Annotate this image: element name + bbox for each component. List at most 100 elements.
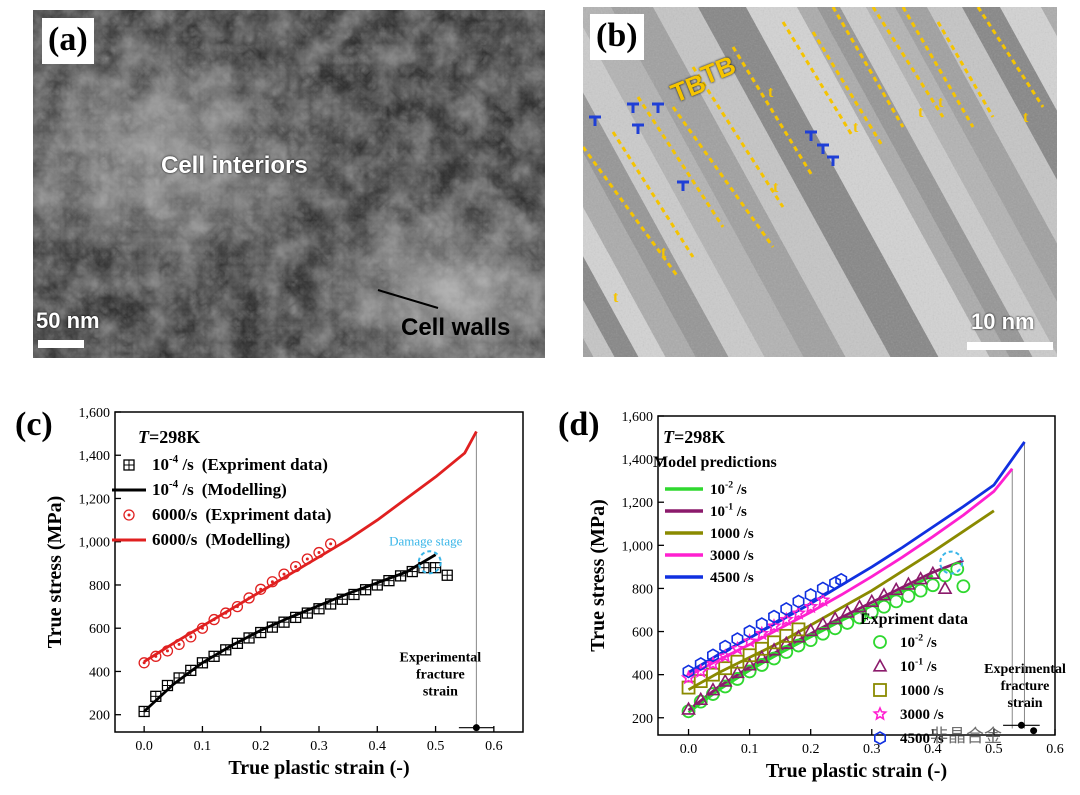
chart-d-xlabel: True plastic strain (-) [766,760,947,782]
chart-d: 0.0 0.1 0.2 0.3 0.4 0.5 0.6 200 400 600 800 1,000 1,… [558,406,1066,782]
scale-label-a: 50 nm [36,308,100,333]
chart-d-data-point [754,649,770,664]
chart-d-model-legend-label: 3000 /s [710,548,754,564]
chart-c-fracture-label: strain [423,685,458,700]
chart-d-exp-legend-label: 10-2 /s [900,632,937,651]
chart-d-data-point [741,633,758,648]
chart-d-data-point [803,633,818,648]
chart-d-ytick-label: 1,200 [622,496,654,511]
chart-d-data-point [707,648,719,663]
twin-boundary-line [691,66,785,208]
chart-c-data-point [220,644,232,656]
chart-d-ytick-label: 800 [632,582,653,597]
chart-c-legend-marker [123,459,135,471]
chart-c-letter: (c) [15,406,53,443]
chart-d-data-point [694,656,707,671]
chart-c-xtick-label: 0.1 [194,739,212,754]
chart-d-data-point [864,593,880,607]
chart-d-data-point [791,638,806,653]
chart-c-data-point [208,613,220,626]
chart-d-data-point [816,581,829,596]
cell-interiors-label: Cell interiors [161,152,308,179]
dislocation-symbol [632,123,644,134]
cell-walls-pointer [377,289,439,309]
chart-d-exp-legend-marker [872,705,888,721]
chart-d-fracture-point [1030,727,1038,735]
chart-d-data-point [729,640,746,656]
chart-c-data-point [231,600,244,613]
chart-d-data-point [730,672,745,686]
chart-d-data-point [755,617,768,631]
chart-d-temperature: T=298K [663,427,725,447]
dislocation-symbol [652,102,664,113]
chart-c-ytick-label: 1,000 [79,536,111,551]
chart-d-ytick-label: 400 [632,669,653,684]
chart-c-data-point [336,593,348,605]
chart-d-data-point [901,576,916,590]
chart-c-data-point [150,650,162,662]
chart-d-ytick-label: 1,400 [622,453,654,468]
chart-d-data-point [804,587,817,602]
chart-d-data-point [705,682,721,696]
chart-c-fracture-label: Experimental [400,651,482,666]
twin-boundary-line [636,96,725,228]
chart-d-exp-legend-marker [872,658,888,672]
chart-c-legend-label: 6000/s (Modelling) [152,530,290,549]
chart-d-data-point [816,626,830,641]
chart-d-data-point [913,583,928,598]
chart-d-model-legend-label: 10-2 /s [710,479,747,498]
chart-c-data-point [161,679,174,692]
chart-c-data-point [196,622,209,634]
chart-c-fracture-label: fracture [416,668,465,683]
chart-c-xtick-label: 0.3 [310,739,328,754]
chart-c-data-point [290,560,302,573]
chart-d-data-point [950,562,965,576]
chart-d-data-point [742,657,757,671]
chart-d-plot-frame [657,415,1056,736]
chart-d-exp-legend-marker [873,731,887,745]
chart-c-data-point [266,621,279,633]
chart-d-data-point [937,580,953,595]
twin-boundary-line [936,21,995,118]
twin-boundary-line [871,7,945,118]
chart-c-xtick-label: 0.0 [135,739,153,754]
cell-walls-label: Cell walls [401,314,511,341]
twin-marker-t: t [938,94,944,111]
chart-d-fracture-label: Experimental [984,662,1066,677]
chart-d-data-point [730,664,745,679]
chart-d-exp-legend-label: 10-1 /s [900,656,937,675]
chart-c-data-point [255,583,267,595]
twin-marker-t: t [773,179,779,196]
dislocation-symbol [677,180,689,191]
chart-d-exp-legend-label: 1000 /s [900,683,944,699]
chart-d-data-point [803,598,819,614]
dislocation-symbol [627,102,639,113]
twin-boundary-line [731,46,815,178]
chart-c-ytick-label: 1,200 [79,492,111,507]
chart-d-letter: (d) [558,406,600,443]
chart-c-fracture-point [472,724,480,732]
twin-marker-t: t [661,244,667,261]
chart-c-data-point [394,570,407,582]
chart-d-exp-title: Expriment data [860,611,968,628]
twin-marker-t: t [613,289,619,306]
chart-d-model-legend-label: 10-1 /s [710,501,747,520]
twin-boundary-line [611,131,695,258]
chart-d-xtick-label: 0.0 [680,742,698,757]
chart-c-xtick-label: 0.2 [252,739,270,754]
chart-c-xtick-label: 0.6 [485,739,503,754]
chart-d-fracture-label: strain [1008,696,1043,711]
chart-d-data-point [742,664,757,679]
chart-c-xlabel: True plastic strain (-) [228,757,409,779]
chart-c-data-point [231,637,244,650]
chart-d-data-point [889,594,904,609]
chart-d-xtick-label: 0.1 [741,742,759,757]
chart-d-model-legend-label: 4500 /s [710,570,754,586]
chart-c-damage-marker [417,550,442,575]
chart-d-data-point [681,704,696,719]
chart-c-data-point [243,632,255,644]
chart-c-data-point [325,538,337,550]
chart-c-ytick-label: 400 [89,665,110,680]
